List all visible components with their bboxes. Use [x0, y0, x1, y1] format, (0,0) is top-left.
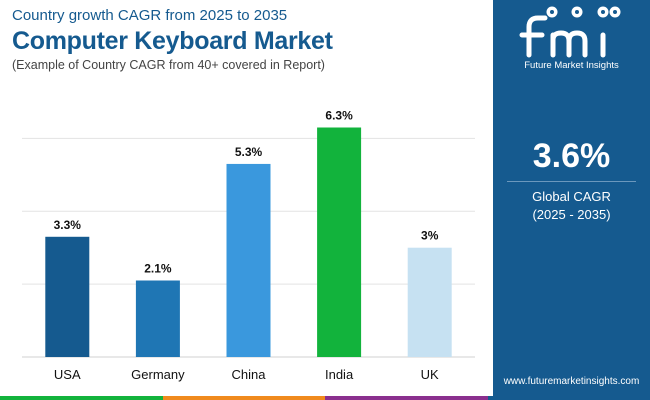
color-strip-segment [487, 396, 650, 400]
fmi-logo [519, 6, 621, 58]
data-label: 3.3% [54, 218, 82, 232]
bar-usa [45, 236, 90, 357]
color-strip-segment [325, 396, 488, 400]
website-url[interactable]: www.futuremarketinsights.com [503, 376, 640, 387]
bar-germany [135, 280, 180, 357]
x-tick-label: Germany [131, 367, 185, 382]
x-tick-label: USA [54, 367, 81, 382]
color-strip-segment [162, 396, 325, 400]
global-cagr-period: (2025 - 2035) [532, 207, 611, 222]
bar-uk [407, 247, 452, 357]
data-label: 5.3% [235, 145, 263, 159]
bar-chart: 3.3% USA 2.1% Germany 5.3% China 6.3% India 3% UK [22, 109, 475, 382]
data-label: 3% [421, 229, 439, 243]
x-tick-label: India [325, 367, 354, 382]
logo-wordmark: Future Market Insights [524, 60, 619, 71]
data-label: 2.1% [144, 262, 172, 276]
global-cagr-value: 3.6% [532, 137, 611, 175]
chart-title: Computer Keyboard Market [12, 27, 333, 55]
bar-india [317, 127, 362, 357]
chart-kicker: Country growth CAGR from 2025 to 2035 [12, 7, 288, 24]
brand-color-strip [0, 396, 650, 400]
side-panel: Future Market Insights 3.6% Global CAGR … [493, 0, 650, 400]
data-label: 6.3% [325, 109, 353, 123]
stat-divider [507, 181, 636, 182]
bar-china [226, 163, 271, 357]
global-cagr-label: Global CAGR [532, 189, 611, 204]
color-strip-segment [0, 396, 163, 400]
chart-note: (Example of Country CAGR from 40+ covere… [12, 58, 325, 72]
chart-header: Country growth CAGR from 2025 to 2035 Co… [12, 6, 482, 73]
x-tick-label: UK [421, 367, 439, 382]
x-tick-label: China [232, 367, 267, 382]
